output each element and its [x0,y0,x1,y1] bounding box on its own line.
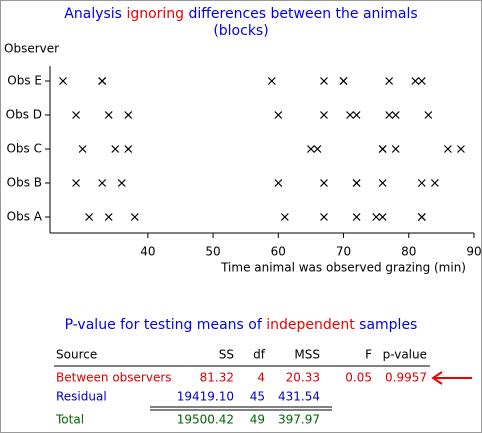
cross-marker [378,213,387,221]
cross-marker [417,77,426,85]
cross-marker [417,179,426,187]
cross-marker [417,213,426,221]
y-axis-label: Observer [4,42,59,56]
table-cell: 20.33 [286,371,320,385]
chart-title: (blocks) [213,23,268,39]
table-cell: Residual [56,390,107,404]
cross-marker [280,213,289,221]
cross-marker [352,111,361,119]
cross-marker [320,179,328,187]
column-header: F [365,348,372,362]
column-header: MSS [294,348,320,362]
table-cell: 45 [250,390,265,404]
cross-marker [267,77,276,85]
chart-title: Analysis ignoring differences between th… [64,6,417,22]
cross-marker [385,111,394,119]
table-cell: 81.32 [200,371,234,385]
cross-marker [352,213,361,221]
cross-marker [98,179,107,187]
cross-marker [346,111,354,119]
table-cell: 19419.10 [177,390,234,404]
y-tick-label: Obs B [7,176,42,190]
cross-marker [111,145,120,153]
cross-marker [59,77,67,85]
y-tick-label: Obs E [7,74,42,88]
x-tick-label: 70 [336,245,351,259]
chart-title-part: differences between the animals [184,6,418,22]
table-title-part: samples [355,317,418,333]
y-tick-label: Obs D [6,108,42,122]
cross-marker [85,213,94,221]
x-tick-label: 60 [271,245,286,259]
table-title-part: independent [266,317,355,333]
table-cell: 49 [250,413,265,427]
cross-marker [320,111,328,119]
table-cell: 19500.42 [177,413,234,427]
cross-marker [274,111,283,119]
table-cell: 397.97 [278,413,320,427]
cross-marker [72,111,81,119]
cross-marker [320,213,328,221]
table-title-part: P-value for testing means of [65,317,267,333]
chart-title-part: (blocks) [213,23,268,39]
table-cell: Total [55,413,84,427]
cross-marker [372,213,381,221]
cross-marker [78,145,87,153]
x-tick-label: 90 [466,245,481,259]
cross-marker [457,145,465,153]
cross-marker [378,179,387,187]
cross-marker [339,77,348,85]
cross-marker [72,179,81,187]
column-header: p-value [383,348,427,362]
cross-marker [104,213,113,221]
arrow [431,371,472,385]
column-header: SS [219,348,234,362]
x-tick-label: 40 [140,245,155,259]
cross-marker [443,145,452,153]
chart-title-part: ignoring [126,6,184,22]
cross-marker [352,179,361,187]
chart-title-part: Analysis [64,6,126,22]
table-cell: 431.54 [278,390,320,404]
cross-marker [117,179,126,187]
cross-marker [391,145,400,153]
cross-marker [430,179,439,187]
x-axis-label: Time animal was observed grazing (min) [220,261,466,275]
cross-marker [391,111,400,119]
cross-marker [98,77,107,85]
column-header: df [253,348,266,362]
cross-marker [306,145,315,153]
cross-marker [385,77,394,85]
cross-marker [104,111,113,119]
cross-marker [424,111,433,119]
cross-marker [411,77,420,85]
cross-marker [124,145,133,153]
table-cell: 0.05 [345,371,372,385]
cross-marker [274,179,283,187]
cross-marker [124,111,133,119]
cross-marker [378,145,387,153]
y-tick-label: Obs A [7,210,43,224]
table-cell: Between observers [56,371,172,385]
cross-marker [130,213,139,221]
table-cell: 0.9957 [385,371,427,385]
cross-marker [320,77,328,85]
x-tick-label: 80 [401,245,416,259]
table-cell: 4 [257,371,265,385]
column-header: Source [56,348,97,362]
cross-marker [313,145,322,153]
table-title: P-value for testing means of independent… [65,317,418,333]
x-tick-label: 50 [205,245,220,259]
y-tick-label: Obs C [6,142,42,156]
